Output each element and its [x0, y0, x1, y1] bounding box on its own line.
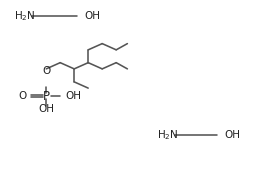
Text: O: O: [42, 66, 50, 76]
Text: OH: OH: [66, 91, 82, 101]
Text: O: O: [18, 91, 27, 101]
Text: P: P: [43, 90, 50, 103]
Text: OH: OH: [224, 130, 240, 140]
Text: H$_2$N: H$_2$N: [157, 128, 178, 142]
Text: H$_2$N: H$_2$N: [14, 9, 36, 23]
Text: OH: OH: [38, 104, 54, 114]
Text: OH: OH: [84, 11, 100, 21]
